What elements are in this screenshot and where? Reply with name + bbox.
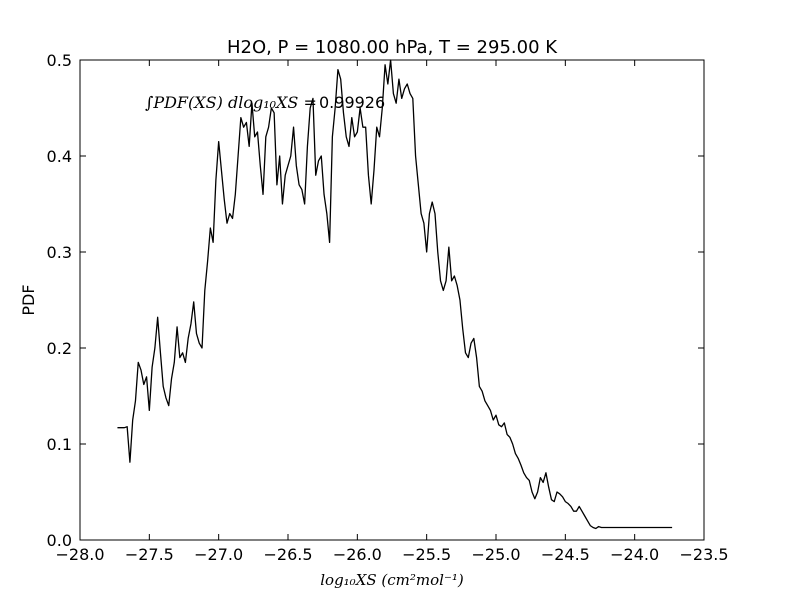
x-tick-label: −23.5	[679, 545, 728, 564]
y-tick-label: 0.1	[47, 435, 72, 454]
x-tick-label: −26.5	[263, 545, 312, 564]
x-tick-label: −25.0	[471, 545, 520, 564]
x-tick-label: −24.0	[610, 545, 659, 564]
y-axis-ticks: 0.0 0.1 0.2 0.3 0.4 0.5	[47, 51, 704, 550]
chart-title: H2O, P = 1080.00 hPa, T = 295.00 K	[227, 37, 558, 58]
y-tick-label: 0.4	[47, 147, 72, 166]
x-tick-label: −25.5	[402, 545, 451, 564]
y-tick-label: 0.0	[47, 531, 72, 550]
y-axis-label: PDF	[19, 284, 38, 315]
x-axis-label: log₁₀XS (cm²mol⁻¹)	[320, 571, 464, 589]
y-tick-label: 0.5	[47, 51, 72, 70]
plot-frame	[79, 59, 705, 541]
x-tick-label: −24.5	[541, 545, 590, 564]
series-line-pdf	[117, 59, 673, 530]
x-axis-ticks: −28.0 −27.5 −27.0 −26.5 −26.0 −25.5 −25.0 −24.5…	[55, 60, 729, 564]
annotation-value: 0.99926	[319, 93, 385, 112]
y-tick-label: 0.2	[47, 339, 72, 358]
x-tick-label: −28.0	[55, 545, 104, 564]
annotation-integral: ∫PDF(XS) dlog₁₀XS =	[145, 93, 317, 112]
x-tick-label: −27.5	[125, 545, 174, 564]
y-tick-label: 0.3	[47, 243, 72, 262]
x-tick-label: −26.0	[333, 545, 382, 564]
series-layer	[117, 59, 673, 530]
x-tick-label: −27.0	[194, 545, 243, 564]
